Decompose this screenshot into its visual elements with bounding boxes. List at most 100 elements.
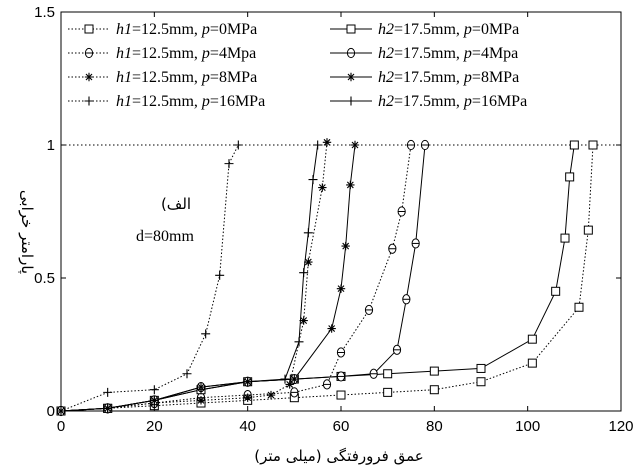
x-tick-label: 80: [426, 418, 443, 435]
data-point-s8: [299, 268, 309, 278]
legend-marker-5: [346, 24, 356, 34]
legend-label-1: h1=12.5mm, p=0MPa: [116, 21, 257, 38]
legend-marker-2: [84, 47, 94, 59]
data-point-s4: [224, 159, 234, 169]
data-point-s4: [149, 385, 159, 395]
series-line-1: [60, 144, 594, 412]
legend-marker-3: [84, 72, 94, 82]
data-point-s1: [583, 225, 593, 235]
x-tick-label: 120: [608, 418, 633, 435]
data-point-s8: [313, 140, 323, 150]
x-tick-label: 20: [146, 418, 163, 435]
series-line-2: [60, 144, 412, 412]
data-point-s6: [402, 294, 411, 305]
data-point-s6: [420, 139, 430, 151]
legend-label-3: h1=12.5mm, p=8MPa: [116, 69, 257, 86]
data-point-s7: [346, 180, 355, 190]
data-point-s5: [476, 363, 486, 373]
data-point-s2: [388, 243, 397, 254]
data-point-s5: [551, 286, 561, 296]
x-tick-label: 100: [515, 418, 540, 435]
data-point-s5: [429, 366, 439, 376]
data-point-s5: [569, 140, 579, 150]
data-point-s7: [290, 374, 299, 384]
legend-label-5: h2=17.5mm, p=0MPa: [378, 21, 519, 38]
x-tick-label: 0: [57, 418, 65, 435]
legend-marker-6: [346, 47, 356, 59]
data-point-s5: [527, 334, 537, 344]
data-point-s1: [476, 377, 486, 387]
data-point-s3: [196, 396, 206, 405]
data-point-s3: [318, 183, 327, 192]
data-point-s2: [364, 304, 374, 316]
data-point-s2: [290, 387, 299, 398]
data-point-s3: [322, 138, 332, 147]
data-point-s1: [383, 387, 393, 397]
data-point-s6: [336, 371, 346, 382]
x-tick-label: 60: [333, 418, 350, 435]
data-point-s1: [527, 358, 537, 368]
legend-label-4: h1=12.5mm, p=16MPa: [116, 93, 265, 110]
series-line-7: [60, 144, 356, 412]
data-point-s8: [196, 385, 206, 395]
data-point-s8: [149, 395, 159, 405]
legend-label-7: h2=17.5mm, p=8MPa: [378, 69, 519, 86]
series-line-8: [60, 144, 319, 412]
data-point-s4: [233, 140, 243, 150]
legend-marker-1: [84, 24, 94, 34]
series-line-3: [60, 142, 328, 412]
data-point-s2: [322, 379, 332, 390]
data-point-s2: [336, 347, 346, 358]
data-point-s2: [406, 139, 416, 151]
data-point-s4: [103, 387, 113, 397]
data-point-s8: [308, 175, 318, 185]
data-point-s7: [336, 284, 346, 293]
panel-label: الف): [161, 195, 191, 213]
data-point-s3: [304, 257, 313, 267]
data-point-s8: [280, 374, 290, 384]
data-point-s4: [215, 270, 225, 280]
data-point-s8: [294, 337, 304, 347]
data-point-s5: [383, 369, 393, 379]
data-point-s1: [429, 385, 439, 395]
legend-label-8: h2=17.5mm, p=16MPa: [378, 93, 527, 110]
data-point-s3: [243, 393, 252, 402]
data-point-s5: [560, 233, 570, 243]
y-axis-label: پارامتر خرابی: [17, 190, 36, 274]
condition-label: d=80mm: [136, 228, 194, 245]
y-tick-label: 0: [47, 403, 55, 420]
x-tick-label: 40: [239, 418, 256, 435]
data-point-s1: [574, 302, 584, 312]
data-point-s5: [565, 172, 575, 182]
legend-marker-7: [346, 72, 356, 82]
y-tick-label: 0.5: [34, 270, 55, 287]
data-point-s7: [341, 241, 350, 251]
data-point-s8: [103, 403, 113, 413]
data-point-s3: [299, 316, 308, 325]
x-axis-label: عمق فرورفتگی (میلی متر): [254, 447, 423, 465]
axis-ticks: 0 20 40 60 80 100 120 0 0.5 1 1.5: [34, 4, 633, 435]
data-point-s6: [369, 368, 378, 379]
series-markers: [56, 138, 598, 417]
data-point-s1: [588, 140, 598, 150]
data-point-s4: [182, 369, 192, 379]
data-point-s6: [392, 344, 402, 355]
legend-marker-4: [84, 96, 94, 106]
legend: h1=12.5mm, p=0MPa h1=12.5mm, p=4Mpa h1=12.…: [68, 21, 527, 110]
legend-label-6: h2=17.5mm, p=4Mpa: [378, 45, 518, 62]
data-point-s2: [397, 206, 406, 217]
data-point-s4: [201, 329, 211, 339]
data-point-s7: [327, 324, 336, 333]
series-line-5: [60, 144, 575, 412]
data-point-s1: [336, 390, 346, 400]
data-point-s6: [411, 238, 420, 249]
data-point-s8: [243, 377, 253, 387]
data-point-s8: [303, 228, 313, 238]
y-tick-label: 1.5: [34, 4, 55, 21]
data-point-s7: [350, 140, 360, 150]
y-tick-label: 1: [47, 137, 55, 154]
legend-label-2: h1=12.5mm, p=4Mpa: [116, 45, 256, 62]
series-line-4: [60, 144, 239, 412]
data-point-s3: [285, 380, 294, 389]
